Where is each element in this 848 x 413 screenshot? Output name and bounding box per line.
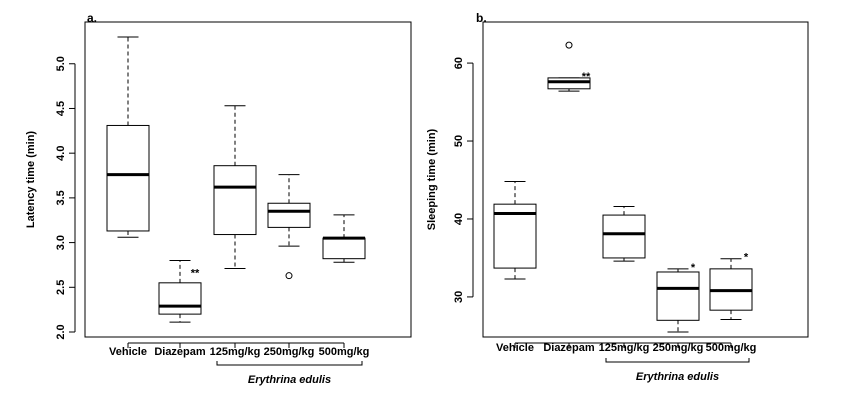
box-body — [158, 282, 202, 315]
outlier-point — [285, 272, 293, 280]
chart-b-y-tick-label: 30 — [453, 291, 465, 303]
chart-a-x-tick-label: 250mg/kg — [264, 346, 315, 358]
chart-b-box-3 — [602, 206, 646, 262]
chart-b-y-tick-label: 40 — [453, 213, 465, 225]
chart-b: b. 30 40 50 60 Sleeping time (min) Vehicle Diaz… — [426, 11, 809, 383]
chart-a: a. 2.0 2.5 3.0 3.5 4.0 4.5 5.0 Latency time (min… — [25, 11, 412, 386]
chart-b-x-tick-label: Diazepam — [543, 342, 595, 354]
chart-b-x-tick-label: 250mg/kg — [653, 342, 704, 354]
outlier-point — [565, 41, 573, 49]
box-body — [547, 77, 591, 90]
chart-b-y-axis-title: Sleeping time (min) — [426, 128, 438, 230]
chart-a-box-4 — [267, 174, 311, 280]
chart-b-panel-tag: b. — [476, 11, 487, 25]
chart-a-x-tick-label: Vehicle — [109, 346, 147, 358]
box-body — [267, 202, 311, 228]
chart-a-y-tick-label: 4.0 — [55, 146, 67, 161]
chart-a-box-5 — [322, 214, 366, 263]
chart-b-box-5: * — [709, 252, 753, 321]
box-body — [213, 165, 257, 236]
chart-b-group-bracket — [605, 358, 750, 363]
chart-a-y-tick-label: 3.5 — [55, 190, 67, 205]
chart-b-x-tick-label: 125mg/kg — [599, 342, 650, 354]
box-body — [106, 124, 150, 232]
significance-marker: ** — [582, 71, 591, 83]
chart-a-group-bracket — [216, 361, 363, 366]
chart-b-x-tick-label: 500mg/kg — [706, 342, 757, 354]
box-body — [602, 214, 646, 259]
chart-b-box-4: * — [656, 262, 700, 333]
chart-b-group-label: Erythrina edulis — [636, 371, 719, 383]
significance-marker: ** — [191, 267, 200, 279]
chart-b-box-1 — [493, 181, 537, 280]
chart-a-y-tick-label: 2.0 — [55, 324, 67, 339]
chart-a-y-tick-label: 4.5 — [55, 101, 67, 116]
box-body — [656, 271, 700, 321]
chart-a-x-tick-label: 500mg/kg — [319, 346, 370, 358]
box-body — [322, 237, 366, 260]
chart-a-x-tick-label: Diazepam — [154, 346, 206, 358]
chart-b-x-tick-label: Vehicle — [496, 342, 534, 354]
chart-a-y-axis-title: Latency time (min) — [25, 131, 37, 229]
chart-a-y-tick-label: 2.5 — [55, 280, 67, 295]
significance-marker: * — [691, 262, 696, 274]
chart-b-y-tick-label: 50 — [453, 135, 465, 147]
chart-a-box-3 — [213, 105, 257, 270]
chart-a-panel-tag: a. — [87, 11, 97, 25]
chart-a-x-tick-label: 125mg/kg — [210, 346, 261, 358]
chart-b-y-tick-label: 60 — [453, 57, 465, 69]
chart-a-y-tick-label: 3.0 — [55, 235, 67, 250]
chart-a-y-tick-label: 5.0 — [55, 56, 67, 71]
chart-b-box-2: ** — [547, 41, 591, 92]
chart-a-box-1 — [106, 36, 150, 238]
significance-marker: * — [744, 252, 749, 264]
chart-b-plot-frame — [482, 21, 809, 338]
chart-a-group-label: Erythrina edulis — [248, 374, 331, 386]
chart-a-plot-frame — [84, 21, 412, 338]
chart-a-box-2: ** — [158, 259, 202, 323]
